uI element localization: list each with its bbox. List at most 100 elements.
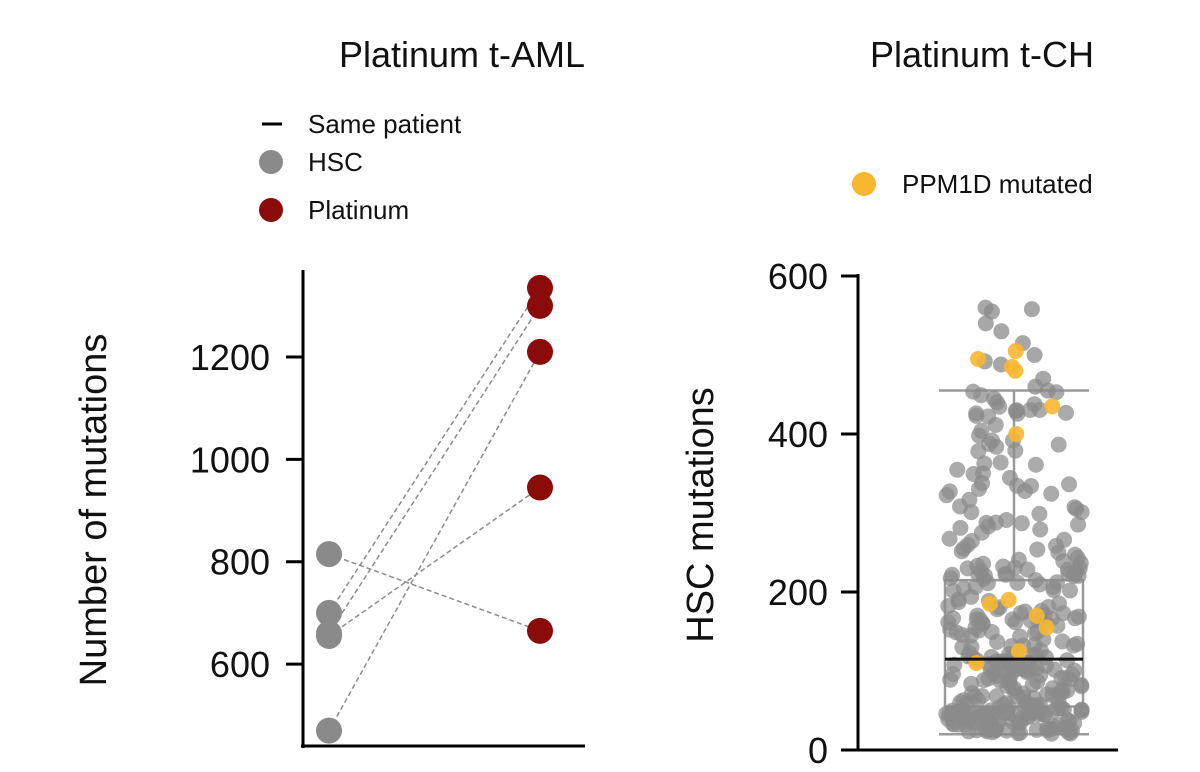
legend-hsc-label: HSC xyxy=(308,147,363,177)
hsc-mutation-point xyxy=(1032,521,1049,538)
hsc-mutation-point xyxy=(1026,347,1043,363)
hsc-mutation-point xyxy=(941,530,958,547)
hsc-mutation-point xyxy=(1008,402,1025,419)
hsc-mutation-point xyxy=(1012,605,1029,622)
hsc-mutation-point xyxy=(1022,401,1039,418)
same-patient-line xyxy=(328,553,541,632)
hsc-mutation-point xyxy=(968,407,985,424)
hsc-mutation-point xyxy=(980,408,997,425)
hsc-mutation-point xyxy=(965,383,982,400)
left-points xyxy=(316,274,553,744)
right-y-tick-label: 0 xyxy=(808,730,828,771)
hsc-mutation-point xyxy=(1065,637,1082,654)
hsc-mutation-point xyxy=(1056,531,1073,548)
hsc-mutation-point xyxy=(1040,598,1057,615)
hsc-mutation-point xyxy=(1049,700,1066,717)
ppm1d-mutated-point xyxy=(1003,358,1020,375)
left-legend: Same patient HSC Platinum xyxy=(259,109,462,225)
legend-ppm1d-label: PPM1D mutated xyxy=(902,169,1093,199)
hsc-mutation-point xyxy=(1039,382,1056,399)
hsc-mutation-point xyxy=(1023,660,1040,677)
right-points xyxy=(938,299,1090,742)
hsc-mutation-point xyxy=(1006,706,1023,723)
hsc-mutation-point xyxy=(1061,476,1078,493)
hsc-mutation-point xyxy=(979,575,996,592)
right-y-tick-label: 200 xyxy=(768,572,828,613)
hsc-mutation-point xyxy=(984,432,1001,449)
right-y-tick-label: 400 xyxy=(768,414,828,455)
hsc-mutation-point xyxy=(1073,703,1090,720)
same-patient-line xyxy=(328,351,541,732)
left-chart-title: Platinum t-AML xyxy=(339,34,585,75)
left-y-tick-label: 800 xyxy=(210,542,270,583)
legend-platinum-marker xyxy=(259,198,283,222)
hsc-mutation-point xyxy=(952,498,969,515)
right-panel: Platinum t-CH PPM1D mutated 0 200 400 600 H… xyxy=(680,34,1118,771)
hsc-mutation-point xyxy=(1050,436,1067,453)
hsc-mutation-point xyxy=(1037,657,1054,674)
left-y-tick-label: 600 xyxy=(210,644,270,685)
platinum-point xyxy=(527,274,553,301)
hsc-mutation-point xyxy=(992,454,1009,471)
platinum-point xyxy=(527,338,553,365)
ppm1d-mutated-point xyxy=(1044,398,1061,415)
hsc-mutation-point xyxy=(1061,582,1078,599)
right-y-axis-label: HSC mutations xyxy=(680,387,722,643)
hsc-mutation-point xyxy=(944,566,961,583)
left-y-tick-label: 1000 xyxy=(190,439,270,480)
legend-platinum-label: Platinum xyxy=(308,195,409,225)
hsc-point xyxy=(316,541,342,568)
hsc-mutation-point xyxy=(948,624,965,641)
platinum-point xyxy=(527,474,553,501)
hsc-mutation-point xyxy=(1009,477,1026,494)
hsc-mutation-point xyxy=(1032,642,1049,659)
hsc-mutation-point xyxy=(1031,505,1048,522)
hsc-mutation-point xyxy=(977,315,994,332)
hsc-mutation-point xyxy=(1070,516,1087,533)
hsc-mutation-point xyxy=(975,555,992,572)
right-y-ticks: 0 200 400 600 xyxy=(768,256,858,771)
hsc-mutation-point xyxy=(995,696,1012,713)
hsc-mutation-point xyxy=(950,594,967,611)
hsc-mutation-point xyxy=(955,580,972,597)
hsc-mutation-point xyxy=(969,692,986,709)
hsc-mutation-point xyxy=(988,394,1005,411)
hsc-mutation-point xyxy=(1073,678,1090,695)
hsc-mutation-point xyxy=(1027,456,1044,473)
ppm1d-mutated-point xyxy=(1028,607,1045,624)
hsc-mutation-point xyxy=(941,483,958,500)
ppm1d-mutated-point xyxy=(981,595,998,612)
hsc-mutation-point xyxy=(1029,541,1046,558)
hsc-mutation-point xyxy=(945,666,962,683)
hsc-mutation-point xyxy=(1060,565,1077,582)
hsc-mutation-point xyxy=(976,455,993,472)
hsc-mutation-point xyxy=(1029,673,1046,690)
hsc-mutation-point xyxy=(980,518,997,535)
right-legend: PPM1D mutated xyxy=(852,169,1093,199)
same-patient-line xyxy=(328,305,541,634)
same-patient-line xyxy=(328,486,541,637)
hsc-mutation-point xyxy=(1052,685,1069,702)
ppm1d-mutated-point xyxy=(968,655,985,672)
hsc-mutation-point xyxy=(1043,485,1060,502)
hsc-point xyxy=(316,622,342,649)
hsc-mutation-point xyxy=(1057,404,1074,421)
platinum-point xyxy=(527,617,553,644)
hsc-mutation-point xyxy=(1027,378,1044,395)
hsc-mutation-point xyxy=(1070,608,1087,625)
ppm1d-mutated-point xyxy=(1010,643,1027,660)
legend-ppm1d-marker xyxy=(852,172,876,196)
hsc-point xyxy=(316,717,342,744)
hsc-mutation-point xyxy=(1055,605,1072,622)
hsc-mutation-point xyxy=(949,461,966,478)
ppm1d-mutated-point xyxy=(970,350,987,367)
left-panel: Platinum t-AML Same patient HSC Platinum… xyxy=(73,34,585,748)
legend-same-patient-label: Same patient xyxy=(308,109,462,139)
hsc-mutation-point xyxy=(941,706,958,723)
same-patient-lines xyxy=(328,287,541,732)
hsc-mutation-point xyxy=(1049,574,1066,591)
hsc-mutation-point xyxy=(1013,515,1030,532)
hsc-mutation-point xyxy=(945,610,962,627)
hsc-mutation-point xyxy=(952,519,969,536)
